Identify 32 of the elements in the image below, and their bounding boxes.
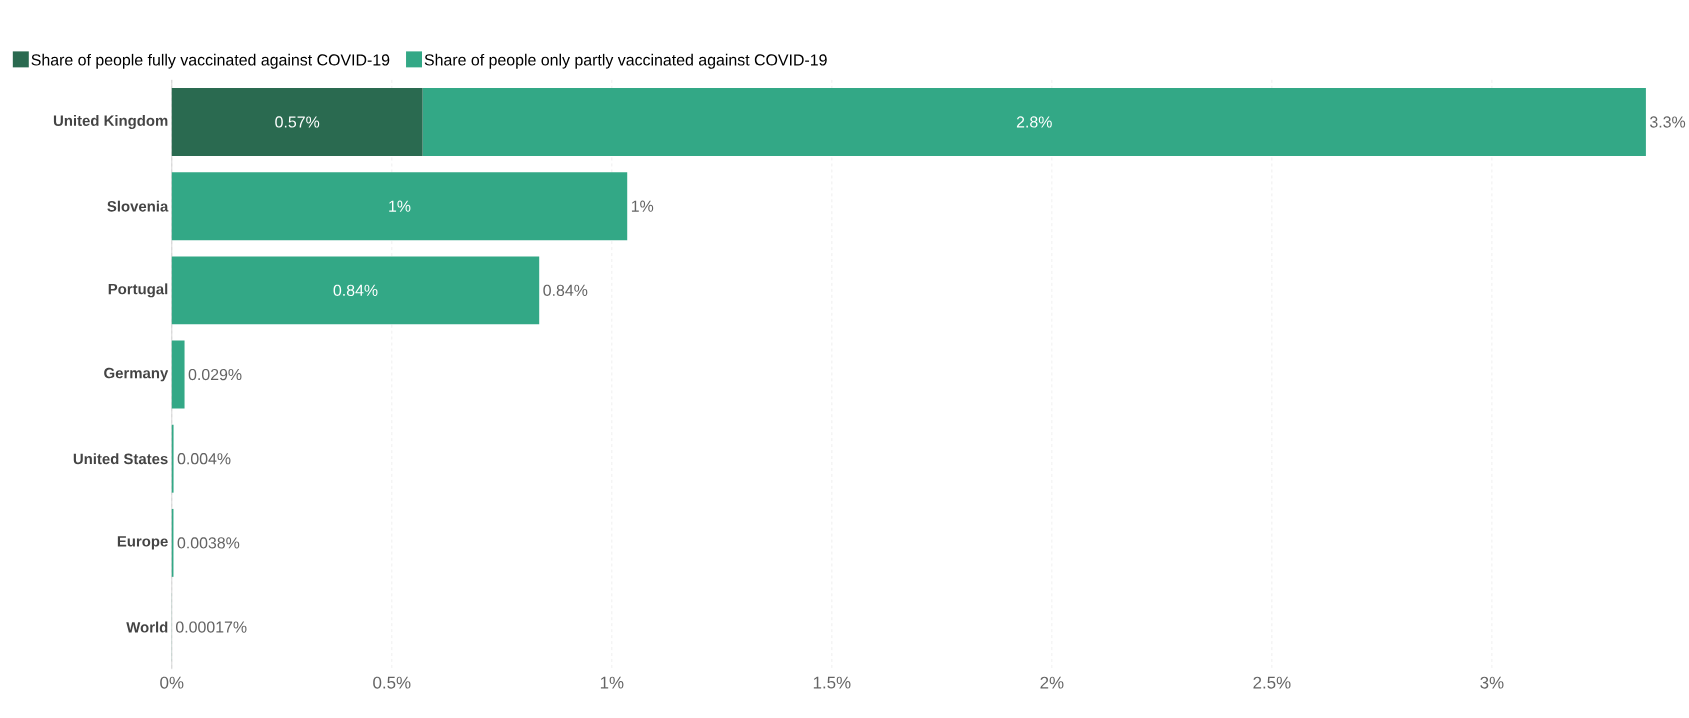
bar	[171, 340, 185, 409]
total-label: 1%	[631, 200, 654, 212]
y-tick-label: United Kingdom	[53, 114, 168, 129]
y-tick-label: Slovenia	[107, 200, 169, 212]
total-label: 0.0038%	[177, 537, 240, 549]
bar	[422, 88, 1646, 156]
x-tick-label: 0.5%	[373, 676, 411, 689]
legend-label: Share of people fully vaccinated against COVID-19	[31, 53, 390, 69]
y-tick-label: Portugal	[108, 283, 168, 298]
x-tick-label: 0%	[160, 676, 184, 689]
x-tick-label: 3%	[1480, 676, 1504, 689]
total-label: 0.00017%	[176, 621, 247, 633]
bar	[171, 88, 423, 156]
y-tick-label: United States	[73, 453, 168, 465]
x-tick-label: 2.5%	[1253, 676, 1291, 689]
y-tick-label: World	[126, 621, 168, 633]
total-label: 0.004%	[177, 453, 231, 465]
legend-label: Share of people only partly vaccinated against COVID-19	[424, 53, 827, 69]
y-tick-label: Germany	[104, 367, 169, 382]
total-label: 0.029%	[188, 368, 242, 381]
data-label: 2.8%	[1016, 116, 1052, 128]
bar	[171, 256, 540, 325]
x-tick-label: 1%	[600, 676, 624, 689]
data-label: 1%	[389, 200, 411, 212]
data-label: 0.84%	[333, 284, 378, 296]
data-label: 0.57%	[275, 116, 320, 128]
bar	[171, 172, 628, 241]
x-tick-label: 1.5%	[813, 676, 851, 689]
total-label: 3.3%	[1650, 116, 1686, 128]
total-label: 0.84%	[543, 284, 588, 296]
x-tick-label: 2%	[1040, 676, 1064, 689]
y-tick-label: Europe	[117, 536, 168, 550]
